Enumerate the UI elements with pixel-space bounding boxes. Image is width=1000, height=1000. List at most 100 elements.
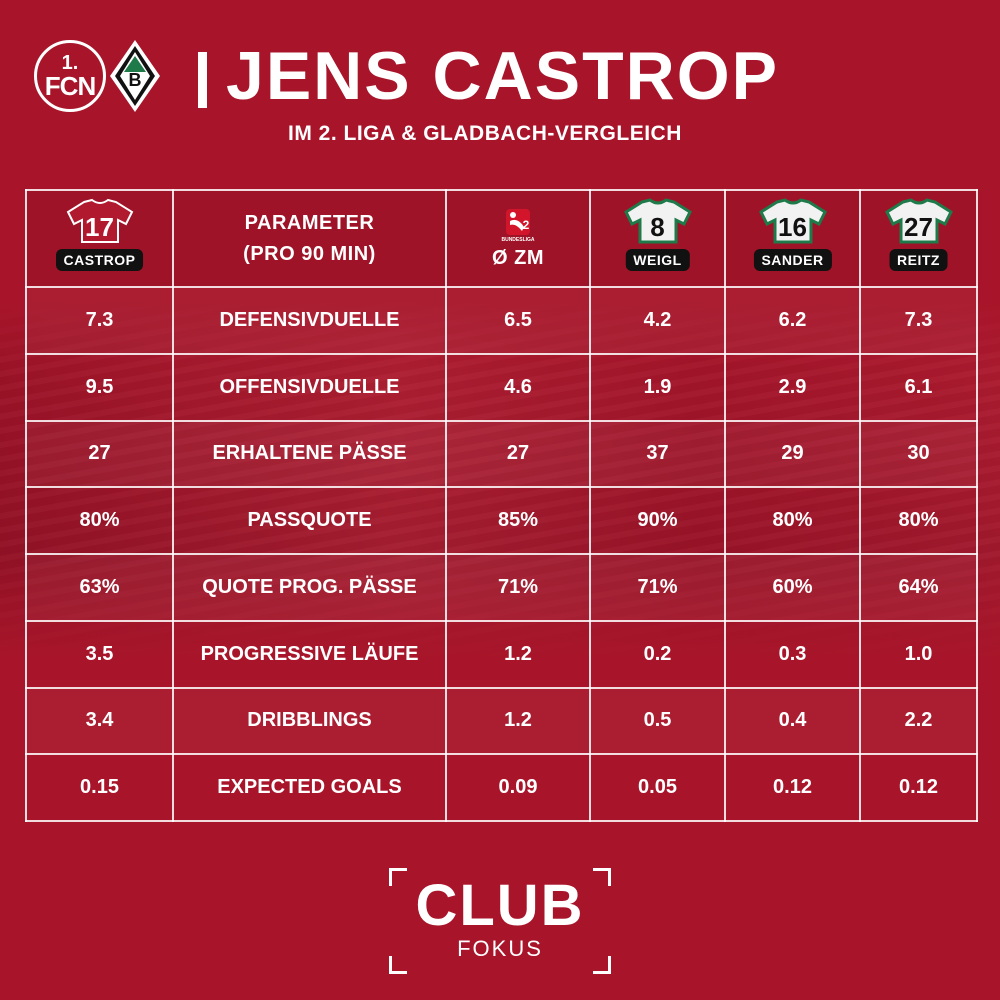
gladbach-club-logo: B <box>110 40 160 112</box>
parameter-label: DEFENSIVDUELLE <box>172 286 447 355</box>
brand-main-text: CLUB <box>415 873 585 938</box>
header-reitz: 27 REITZ <box>859 189 978 288</box>
fcn-club-logo: 1. FCN <box>34 40 106 112</box>
stats-table: 17 CASTROP PARAMETER (PRO 90 MIN) 2 BUND… <box>25 189 978 822</box>
value-league-average: 1.2 <box>445 686 591 756</box>
brand-sub-text: FOKUS <box>457 936 543 961</box>
value-castrop: 0.15 <box>25 753 174 822</box>
value-reitz: 64% <box>859 553 978 622</box>
header: 1. FCN B JENS CASTROP IM 2. LIGA & GLADB… <box>0 0 1000 170</box>
table-row: 3.5 PROGRESSIVE LÄUFE 1.2 0.2 0.3 1.0 <box>25 619 978 689</box>
value-sander: 6.2 <box>724 286 861 355</box>
jersey-number: 27 <box>904 211 933 242</box>
frame-corner <box>389 956 407 974</box>
value-sander: 0.3 <box>724 619 861 689</box>
value-sander: 80% <box>724 486 861 555</box>
parameter-label: OFFENSIVDUELLE <box>172 352 447 422</box>
player-name-badge: CASTROP <box>55 248 144 271</box>
value-weigl: 0.2 <box>589 619 726 689</box>
value-sander: 29 <box>724 419 861 489</box>
table-row: 80% PASSQUOTE 85% 90% 80% 80% <box>25 486 978 555</box>
jersey-weigl: 8 WEIGL <box>606 197 710 274</box>
jersey-sander: 16 SANDER <box>741 197 845 274</box>
header-castrop: 17 CASTROP <box>25 189 174 288</box>
parameter-header-line2: (PRO 90 MIN) <box>243 242 376 265</box>
jersey-number: 8 <box>650 211 665 242</box>
value-league-average: 6.5 <box>445 286 591 355</box>
bundesliga2-icon: 2 BUNDESLIGA <box>501 209 535 243</box>
value-castrop: 80% <box>25 486 174 555</box>
table-row: 7.3 DEFENSIVDUELLE 6.5 4.2 6.2 7.3 <box>25 286 978 355</box>
table-row: 0.15 EXPECTED GOALS 0.09 0.05 0.12 0.12 <box>25 753 978 822</box>
value-weigl: 90% <box>589 486 726 555</box>
white-jersey-icon <box>758 197 827 243</box>
table-row: 27 ERHALTENE PÄSSE 27 37 29 30 <box>25 419 978 489</box>
value-league-average: 0.09 <box>445 753 591 822</box>
bundesliga-logo-text: BUNDESLIGA <box>501 237 534 243</box>
parameter-label: DRIBBLINGS <box>172 686 447 756</box>
value-reitz: 7.3 <box>859 286 978 355</box>
value-reitz: 30 <box>859 419 978 489</box>
value-sander: 60% <box>724 553 861 622</box>
parameter-label: ERHALTENE PÄSSE <box>172 419 447 489</box>
value-weigl: 71% <box>589 553 726 622</box>
club-fokus-logo: CLUB FOKUS <box>389 868 611 974</box>
value-sander: 0.4 <box>724 686 861 756</box>
value-league-average: 4.6 <box>445 352 591 422</box>
page-subtitle: IM 2. LIGA & GLADBACH-VERGLEICH <box>288 122 682 145</box>
value-reitz: 80% <box>859 486 978 555</box>
value-league-average: 85% <box>445 486 591 555</box>
table-row: 3.4 DRIBBLINGS 1.2 0.5 0.4 2.2 <box>25 686 978 756</box>
parameter-label: QUOTE PROG. PÄSSE <box>172 553 447 622</box>
value-castrop: 27 <box>25 419 174 489</box>
header-league-average: 2 BUNDESLIGA Ø ZM <box>445 189 591 288</box>
value-castrop: 9.5 <box>25 352 174 422</box>
frame-corner <box>389 868 407 886</box>
table-row: 63% QUOTE PROG. PÄSSE 71% 71% 60% 64% <box>25 553 978 622</box>
player-name-badge: SANDER <box>753 248 832 271</box>
value-weigl: 37 <box>589 419 726 489</box>
white-jersey-icon <box>884 197 953 243</box>
frame-corner <box>593 956 611 974</box>
jersey-number: 16 <box>778 211 807 242</box>
header-sander: 16 SANDER <box>724 189 861 288</box>
red-jersey-icon <box>66 198 133 243</box>
bundesliga-logo-number: 2 <box>523 218 530 232</box>
value-reitz: 6.1 <box>859 352 978 422</box>
parameter-header-line1: PARAMETER <box>244 211 375 234</box>
fcn-logo-line2: FCN <box>44 71 96 101</box>
player-name-badge: WEIGL <box>625 248 690 271</box>
value-weigl: 1.9 <box>589 352 726 422</box>
value-league-average: 1.2 <box>445 619 591 689</box>
frame-corner <box>593 868 611 886</box>
jersey-reitz: 27 REITZ <box>867 197 971 274</box>
value-reitz: 0.12 <box>859 753 978 822</box>
value-weigl: 0.5 <box>589 686 726 756</box>
value-weigl: 0.05 <box>589 753 726 822</box>
value-weigl: 4.2 <box>589 286 726 355</box>
value-castrop: 3.5 <box>25 619 174 689</box>
parameter-label: PROGRESSIVE LÄUFE <box>172 619 447 689</box>
league-average-label: Ø ZM <box>492 247 544 269</box>
parameter-header: PARAMETER (PRO 90 MIN) <box>172 189 447 288</box>
jersey-castrop: 17 CASTROP <box>48 198 152 274</box>
value-league-average: 71% <box>445 553 591 622</box>
value-sander: 0.12 <box>724 753 861 822</box>
value-castrop: 3.4 <box>25 686 174 756</box>
player-name-badge: REITZ <box>889 248 948 271</box>
header-weigl: 8 WEIGL <box>589 189 726 288</box>
parameter-label: PASSQUOTE <box>172 486 447 555</box>
table-row: 9.5 OFFENSIVDUELLE 4.6 1.9 2.9 6.1 <box>25 352 978 422</box>
page-title: JENS CASTROP <box>226 38 779 114</box>
value-sander: 2.9 <box>724 352 861 422</box>
fcn-logo-line1: 1. <box>61 52 79 74</box>
value-league-average: 27 <box>445 419 591 489</box>
title-divider <box>198 52 207 108</box>
white-jersey-icon <box>623 197 692 243</box>
value-castrop: 7.3 <box>25 286 174 355</box>
value-reitz: 1.0 <box>859 619 978 689</box>
value-castrop: 63% <box>25 553 174 622</box>
table-header-row: 17 CASTROP PARAMETER (PRO 90 MIN) 2 BUND… <box>25 189 978 288</box>
value-reitz: 2.2 <box>859 686 978 756</box>
footer: CLUB FOKUS <box>0 860 1000 980</box>
